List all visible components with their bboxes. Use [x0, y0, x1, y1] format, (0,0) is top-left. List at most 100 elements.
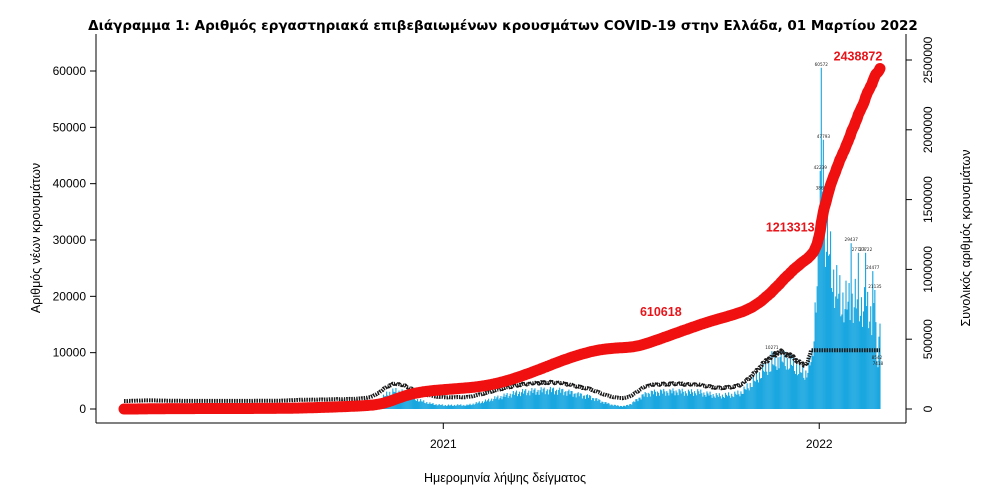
bar-532	[671, 393, 673, 409]
left-tick-label-1: 10000	[53, 346, 87, 360]
chart-title: Διάγραμμα 1: Αριθμός εργαστηριακά επιβεβ…	[88, 18, 918, 34]
bar-464	[601, 401, 603, 409]
bar-383	[517, 393, 520, 409]
day-label-8: 21135	[868, 284, 882, 289]
bar-293	[425, 403, 427, 409]
bar-577	[717, 396, 719, 409]
bar-361	[495, 398, 497, 409]
bar-408	[543, 387, 545, 409]
bar-523	[662, 393, 664, 409]
bar-442	[578, 396, 580, 409]
bar-503	[641, 394, 643, 409]
bar-455	[592, 397, 594, 409]
bar-415	[550, 392, 552, 409]
bar-296	[428, 403, 430, 409]
bar-578	[718, 393, 720, 409]
y-axis-label-right: Συνολικός αριθμός κρουσμάτων	[959, 150, 973, 327]
bar-432	[568, 389, 570, 409]
bar-363	[497, 395, 499, 409]
bar-381	[515, 390, 517, 409]
bar-276	[407, 393, 409, 409]
bar-697	[841, 314, 843, 409]
bar-274	[405, 395, 407, 409]
bar-405	[540, 387, 542, 409]
bar-565	[705, 396, 707, 409]
bar-714	[858, 321, 860, 409]
bar-436	[572, 396, 574, 409]
bar-298	[430, 403, 432, 409]
bar-409	[544, 394, 546, 409]
bar-307	[439, 405, 441, 409]
bar-318	[450, 404, 453, 409]
bar-526	[665, 395, 667, 409]
bar-356	[490, 400, 492, 409]
bar-312	[444, 404, 446, 409]
bar-291	[423, 400, 425, 409]
bar-522	[661, 390, 663, 409]
bar-397	[532, 392, 534, 409]
bar-694	[838, 293, 840, 409]
bar-433	[569, 394, 571, 409]
bar-629	[771, 351, 773, 409]
right-tick-label-0: 0	[921, 405, 935, 412]
bar-439	[575, 397, 577, 409]
bar-534	[673, 391, 675, 409]
bar-546	[685, 393, 687, 409]
bar-327	[460, 404, 462, 409]
bar-601	[742, 393, 744, 409]
bar-491	[629, 404, 631, 409]
bar-485	[622, 405, 625, 409]
bar-674	[817, 222, 819, 409]
bar-317	[449, 405, 452, 409]
bar-394	[529, 395, 531, 409]
bar-347	[480, 402, 482, 409]
bar-379	[513, 395, 515, 409]
bar-636	[778, 368, 780, 409]
bar-733	[878, 336, 880, 409]
bar-392	[527, 392, 529, 409]
bar-431	[567, 391, 569, 409]
bar-564	[704, 394, 706, 409]
bar-421	[557, 394, 559, 409]
bar-461	[598, 399, 600, 409]
bar-528	[667, 392, 669, 409]
bar-411	[546, 389, 548, 409]
bar-355	[489, 401, 491, 409]
bar-459	[596, 398, 598, 409]
bar-412	[547, 394, 549, 409]
bar-616	[757, 382, 760, 409]
bar-462	[599, 399, 601, 409]
bar-475	[612, 405, 614, 409]
bar-527	[666, 391, 668, 409]
bar-586	[727, 396, 729, 409]
bar-301	[433, 404, 435, 409]
day-label-7: 24477	[866, 265, 880, 270]
bar-477	[614, 404, 616, 409]
bar-570	[710, 394, 712, 409]
bar-334	[467, 405, 469, 409]
day-label-11: 8542	[872, 355, 883, 360]
bar-637	[779, 357, 781, 409]
bar-401	[536, 391, 538, 409]
bar-430	[566, 395, 568, 409]
bar-478	[615, 405, 617, 409]
bar-583	[723, 397, 726, 409]
bar-712	[856, 299, 858, 409]
bar-460	[597, 400, 599, 409]
bar-492	[630, 404, 632, 409]
bar-468	[605, 402, 607, 409]
bar-610	[751, 387, 753, 409]
bar-647	[789, 353, 791, 409]
bar-562	[702, 396, 704, 409]
bar-639	[781, 361, 783, 409]
bar-501	[639, 397, 641, 409]
day-label-1: 47793	[817, 134, 831, 139]
bar-456	[593, 398, 595, 409]
bar-682	[825, 251, 827, 409]
bar-676	[819, 171, 821, 409]
bar-377	[511, 394, 513, 409]
bar-417	[552, 387, 555, 409]
bar-357	[491, 398, 493, 409]
bar-608	[749, 382, 751, 409]
